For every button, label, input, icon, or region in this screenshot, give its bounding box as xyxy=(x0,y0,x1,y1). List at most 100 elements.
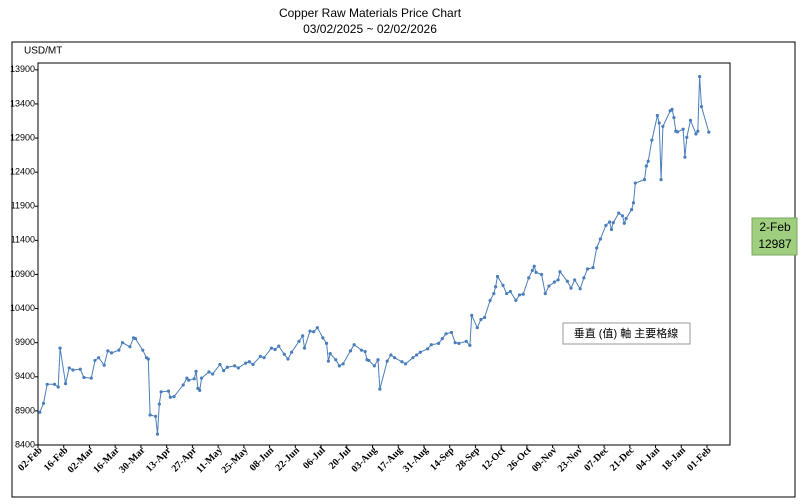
x-tick-label: 07-Dec xyxy=(582,445,611,474)
price-point xyxy=(301,334,305,338)
price-point xyxy=(93,358,97,363)
price-point xyxy=(681,127,685,131)
price-point xyxy=(120,341,125,345)
plot-area xyxy=(37,62,731,446)
price-point xyxy=(315,326,319,330)
price-point xyxy=(598,237,603,241)
price-point xyxy=(297,339,301,343)
price-point xyxy=(196,386,200,390)
callout-value: 12987 xyxy=(758,237,792,251)
price-point xyxy=(334,358,338,362)
price-point xyxy=(392,356,397,360)
price-point xyxy=(585,267,590,271)
price-point xyxy=(251,362,255,367)
x-tick-label: 01-Feb xyxy=(685,445,714,474)
price-point xyxy=(591,266,595,270)
price-point xyxy=(453,341,457,345)
price-point xyxy=(505,291,509,296)
chart-frame xyxy=(11,41,796,498)
price-point xyxy=(324,341,329,345)
price-point xyxy=(89,376,93,380)
price-point xyxy=(222,369,226,373)
x-tick-label: 09-Nov xyxy=(530,445,559,474)
x-tick-label: 16-Mar xyxy=(91,445,122,476)
x-tick-label: 22-Jun xyxy=(273,445,302,474)
price-point xyxy=(517,293,522,297)
price-point xyxy=(437,341,441,345)
price-point xyxy=(63,382,68,386)
price-point xyxy=(236,366,240,370)
price-point xyxy=(444,332,448,336)
y-tick-label: 13900 xyxy=(10,64,35,74)
x-tick-label: 13-Apr xyxy=(144,445,174,475)
y-tick-label: 9400 xyxy=(15,371,35,381)
price-point xyxy=(694,132,698,136)
price-point xyxy=(148,413,152,417)
price-point xyxy=(244,361,248,365)
price-point xyxy=(172,394,176,399)
price-point xyxy=(352,343,356,347)
price-point xyxy=(573,278,577,282)
price-point xyxy=(539,272,544,277)
x-tick-label: 30-Mar xyxy=(117,445,148,476)
price-point xyxy=(258,354,262,358)
price-point xyxy=(607,220,612,224)
price-line xyxy=(39,76,710,435)
price-point xyxy=(644,164,648,168)
y-tick-label: 9900 xyxy=(15,337,35,347)
price-point xyxy=(326,359,330,363)
x-tick-label: 26-Oct xyxy=(505,445,534,474)
price-point xyxy=(527,276,531,280)
price-point xyxy=(168,395,172,399)
price-point xyxy=(155,432,160,436)
price-point xyxy=(273,347,277,352)
price-point xyxy=(624,216,628,221)
price-point xyxy=(38,410,42,414)
price-point xyxy=(302,346,307,350)
price-point xyxy=(556,278,560,282)
price-point xyxy=(659,178,663,182)
price-point xyxy=(308,329,312,333)
price-point xyxy=(45,382,49,386)
price-point xyxy=(657,121,661,125)
price-point xyxy=(411,356,415,360)
x-tick-label: 17-Aug xyxy=(375,445,405,475)
x-tick-label: 23-Nov xyxy=(556,445,585,474)
price-point xyxy=(415,353,419,357)
price-point xyxy=(494,285,498,289)
price-point xyxy=(675,130,680,134)
price-point xyxy=(534,270,538,275)
price-point xyxy=(707,130,711,134)
price-point xyxy=(157,402,161,406)
price-point xyxy=(495,274,500,279)
x-tick-label: 31-Aug xyxy=(401,445,431,475)
tooltip-box xyxy=(562,322,691,345)
price-point xyxy=(475,326,479,330)
price-point xyxy=(543,291,547,296)
price-point xyxy=(52,382,57,386)
price-point xyxy=(312,330,316,334)
price-point xyxy=(269,346,274,350)
price-point xyxy=(159,390,163,394)
price-point xyxy=(56,385,60,389)
price-point xyxy=(565,279,569,283)
price-point xyxy=(321,336,325,340)
price-point xyxy=(106,349,110,353)
price-point xyxy=(146,357,150,361)
price-point xyxy=(604,223,608,227)
price-point xyxy=(187,378,191,382)
price-point xyxy=(247,360,251,364)
y-tick-label: 8400 xyxy=(15,439,35,449)
price-point xyxy=(633,181,637,185)
price-point xyxy=(277,344,281,348)
price-point xyxy=(670,107,674,111)
price-point xyxy=(547,284,551,288)
price-point xyxy=(192,377,196,381)
price-point xyxy=(385,359,389,363)
price-point xyxy=(470,313,474,317)
price-point xyxy=(97,356,101,360)
price-point xyxy=(372,364,376,368)
price-point xyxy=(532,264,536,268)
price-point xyxy=(225,365,229,369)
